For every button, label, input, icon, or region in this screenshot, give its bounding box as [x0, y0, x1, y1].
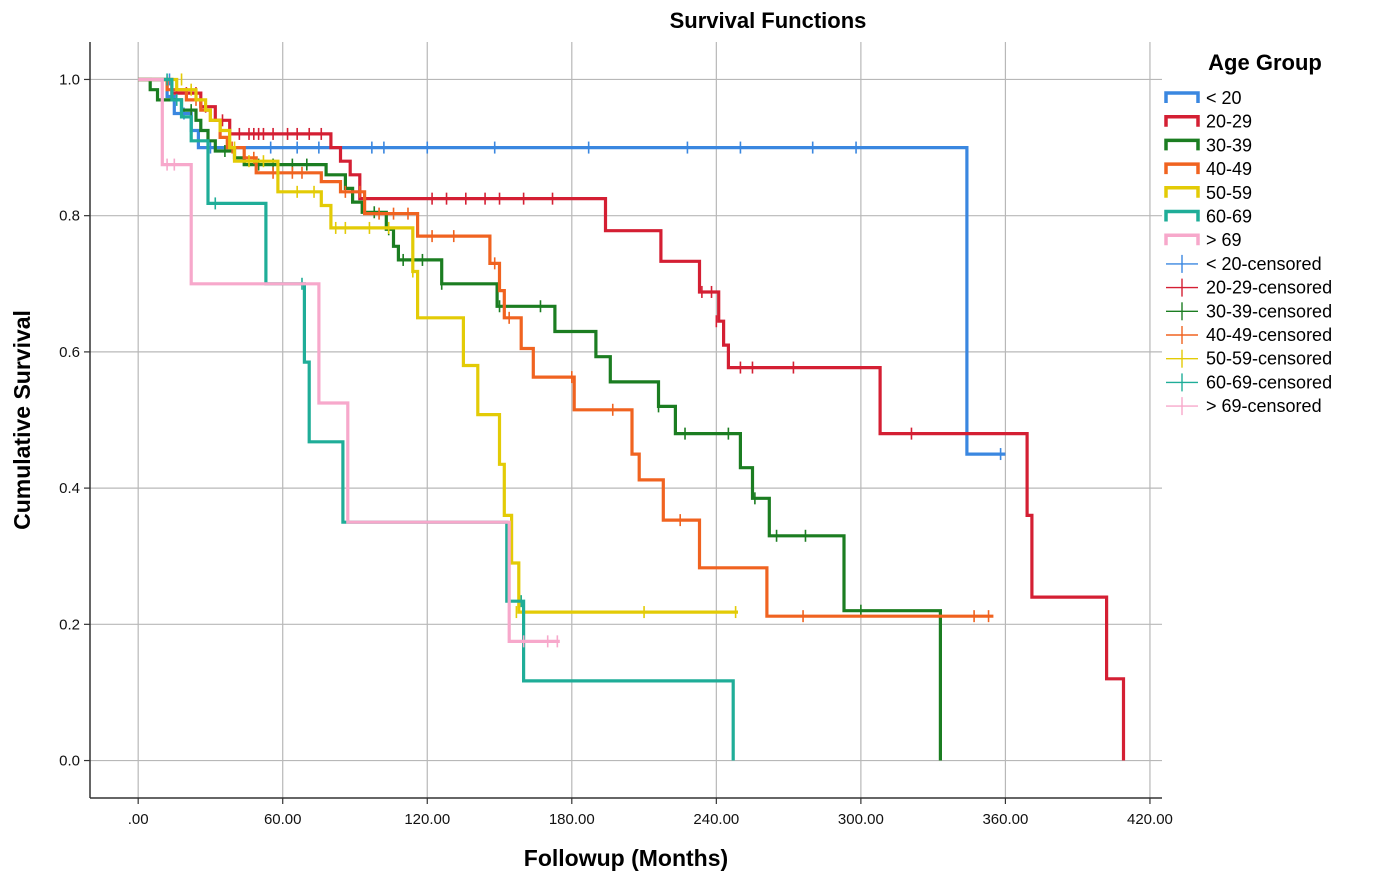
- legend-swatch-20: [1164, 91, 1200, 103]
- legend-swatch-60-69: [1164, 209, 1200, 222]
- grid-lines: [84, 42, 1162, 804]
- legend-label-20: < 20: [1206, 88, 1242, 108]
- legend-swatch-50-59: [1164, 186, 1200, 198]
- y-tick-label: 0.6: [59, 344, 80, 361]
- legend-label-50-59: 50-59: [1206, 183, 1252, 203]
- legend-label-40-49-censored: 40-49-censored: [1206, 325, 1332, 345]
- legend-label-20-censored: < 20-censored: [1206, 254, 1322, 274]
- legend-swatch-30-39: [1164, 138, 1200, 151]
- series-layer: [138, 73, 1126, 761]
- legend-label-20-29-censored: 20-29-censored: [1206, 278, 1332, 298]
- y-axis-title: Cumulative Survival: [9, 310, 35, 530]
- legend-label-30-39-censored: 30-39-censored: [1206, 301, 1332, 321]
- survival-line-50-59: [138, 77, 738, 614]
- survival-line-69: [138, 77, 560, 643]
- x-axis-title: Followup (Months): [524, 845, 728, 871]
- x-tick-label: 60.00: [264, 811, 302, 828]
- series-50-59: [138, 73, 738, 619]
- legend-label-60-69: 60-69: [1206, 207, 1252, 227]
- y-tick-label: 1.0: [59, 71, 80, 88]
- y-tick-label: 0.0: [59, 753, 80, 770]
- legend-swatch-20-29: [1164, 114, 1200, 127]
- y-tick-labels: 0.0 0.2 0.4 0.6 0.8 1.0: [59, 71, 80, 769]
- legend-label-30-39: 30-39: [1206, 135, 1252, 155]
- x-tick-label: 360.00: [982, 811, 1028, 828]
- legend-swatch-40-49: [1164, 162, 1200, 175]
- legend-swatch-69: [1164, 233, 1200, 246]
- x-tick-label: 300.00: [838, 811, 884, 828]
- series-69: [138, 77, 560, 648]
- legend-label-69: > 69: [1206, 230, 1242, 250]
- x-tick-label: 240.00: [693, 811, 739, 828]
- legend-label-20-29: 20-29: [1206, 112, 1252, 132]
- chart-title: Survival Functions: [670, 8, 867, 33]
- x-tick-labels: .00 60.00 120.00 180.00 240.00 300.00 360.00 42…: [128, 811, 1173, 828]
- legend-label-50-59-censored: 50-59-censored: [1206, 349, 1332, 369]
- x-tick-label: 420.00: [1127, 811, 1173, 828]
- x-tick-label: 180.00: [549, 811, 595, 828]
- y-tick-label: 0.4: [59, 480, 80, 497]
- x-tick-label: 120.00: [404, 811, 450, 828]
- y-tick-label: 0.8: [59, 208, 80, 225]
- legend: < 20 20-29 30-39 40-49 50-59 60-69 > 69 < 20-ce…: [1164, 88, 1332, 416]
- legend-label-60-69-censored: 60-69-censored: [1206, 372, 1332, 392]
- plot-area: [90, 42, 1162, 798]
- legend-label-69-censored: > 69-censored: [1206, 396, 1322, 416]
- y-tick-label: 0.2: [59, 616, 80, 633]
- legend-title: Age Group: [1208, 50, 1322, 75]
- x-tick-label: .00: [128, 811, 149, 828]
- legend-label-40-49: 40-49: [1206, 159, 1252, 179]
